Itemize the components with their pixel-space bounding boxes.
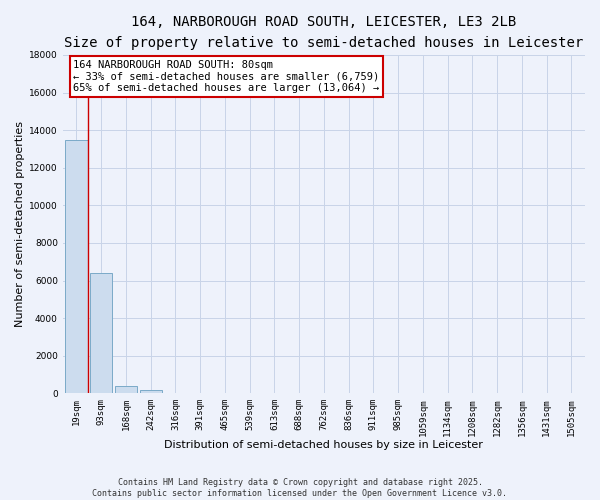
Bar (140, 390, 162, 394)
Y-axis label: Number of semi-detached properties: Number of semi-detached properties (15, 121, 25, 327)
Bar (115, 386, 137, 394)
Text: Contains HM Land Registry data © Crown copyright and database right 2025.
Contai: Contains HM Land Registry data © Crown c… (92, 478, 508, 498)
Bar (90, 273, 112, 394)
Text: 164 NARBOROUGH ROAD SOUTH: 80sqm
← 33% of semi-detached houses are smaller (6,75: 164 NARBOROUGH ROAD SOUTH: 80sqm ← 33% o… (73, 60, 379, 93)
Bar (65, 140, 88, 394)
Title: 164, NARBOROUGH ROAD SOUTH, LEICESTER, LE3 2LB
Size of property relative to semi: 164, NARBOROUGH ROAD SOUTH, LEICESTER, L… (64, 15, 584, 50)
Bar (164, 393, 187, 394)
X-axis label: Distribution of semi-detached houses by size in Leicester: Distribution of semi-detached houses by … (164, 440, 484, 450)
